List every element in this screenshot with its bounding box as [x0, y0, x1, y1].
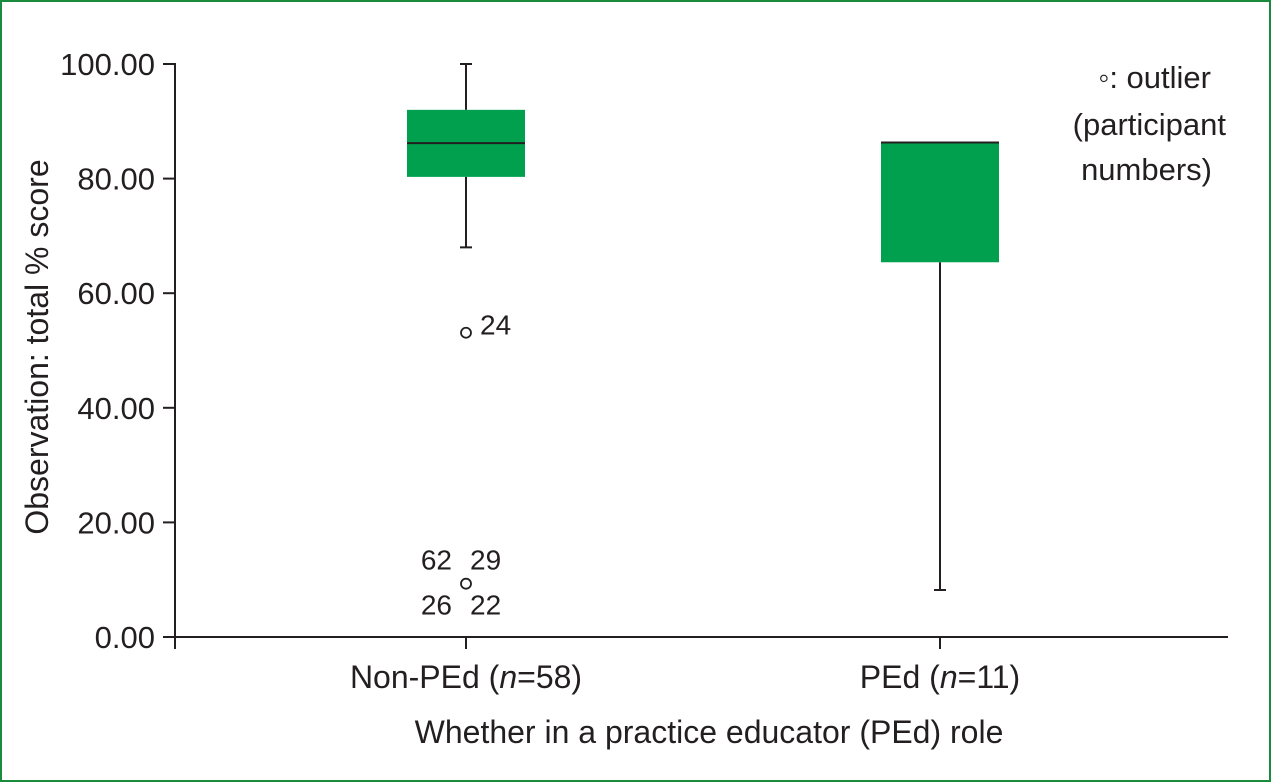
- box-iqr: [881, 142, 999, 263]
- y-tick-label: 40.00: [77, 391, 155, 426]
- y-tick-label: 0.00: [95, 620, 155, 655]
- x-axis-label: Whether in a practice educator (PEd) rol…: [415, 714, 1004, 750]
- y-axis-label: Observation: total % score: [19, 159, 55, 534]
- y-ticks: 0.00 20.00 40.00 60.00 80.00 100.00: [60, 47, 175, 655]
- y-tick-label: 60.00: [77, 276, 155, 311]
- outlier-label: 24: [480, 310, 511, 341]
- x-tick-label: Non-PEd (n=58): [350, 659, 582, 695]
- outlier-point: [460, 326, 472, 339]
- x-tick-label: PEd (n=11): [860, 659, 1020, 695]
- box-group: 24 62 29 26 22: [407, 63, 525, 621]
- axes: [163, 63, 1228, 649]
- legend-line-3: numbers): [1081, 152, 1212, 187]
- legend-line-1: ◦: outlier: [1098, 60, 1211, 95]
- box-group: [881, 141, 999, 592]
- y-tick-label: 80.00: [77, 162, 155, 197]
- y-tick-label: 20.00: [77, 505, 155, 540]
- outlier-label: 22: [470, 590, 501, 621]
- x-ticks: Non-PEd (n=58) PEd (n=11): [350, 637, 1020, 695]
- outlier-point: [460, 577, 472, 590]
- outlier-label: 62: [421, 545, 452, 576]
- legend: ◦: outlier (participant numbers): [1073, 60, 1227, 187]
- outlier-label: 26: [421, 590, 452, 621]
- outlier-label: 29: [470, 545, 501, 576]
- y-tick-label: 100.00: [60, 47, 155, 82]
- boxes: 24 62 29 26 22: [407, 63, 999, 621]
- legend-line-2: (participant: [1073, 107, 1227, 142]
